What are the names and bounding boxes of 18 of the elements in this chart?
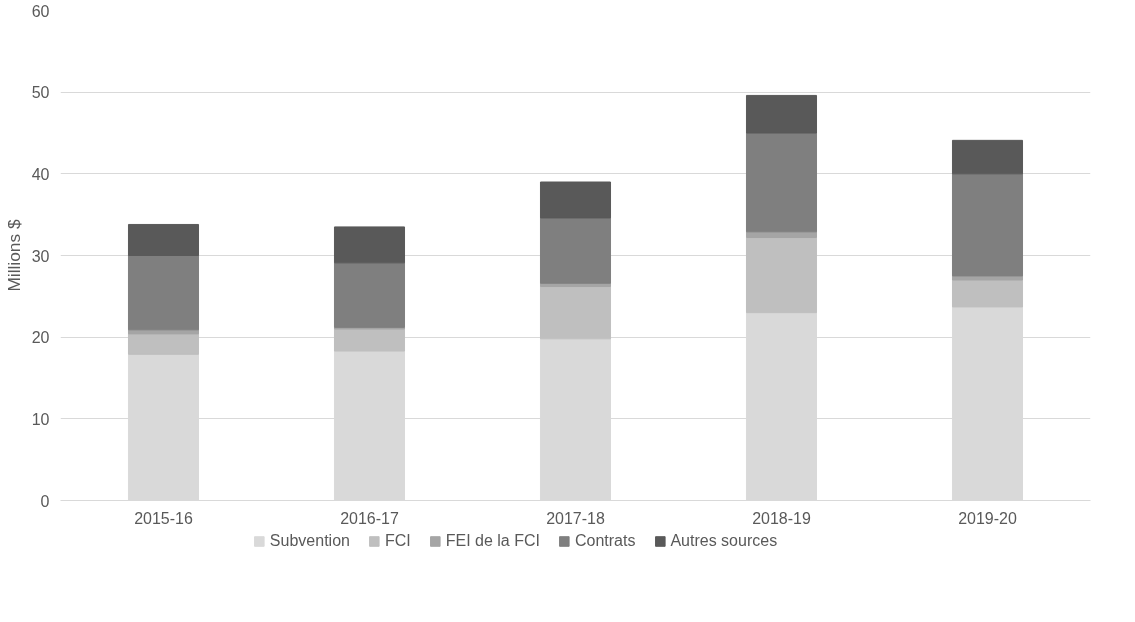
legend-label: FCI: [384, 532, 411, 550]
y-axis-title: Millions $: [3, 219, 24, 292]
y-tick-label: 50: [31, 84, 50, 102]
legend-label: FEI de la FCI: [445, 532, 540, 550]
x-tick-label: 2016-17: [340, 509, 399, 527]
y-tick-label: 20: [31, 329, 50, 347]
y-tick-label: 30: [31, 247, 50, 265]
x-tick-label: 2018-19: [752, 509, 811, 527]
y-tick-label: 60: [31, 2, 50, 20]
x-tick-label: 2017-18: [546, 509, 605, 527]
y-tick-label: 40: [31, 165, 50, 183]
legend-label: Contrats: [574, 532, 636, 550]
legend-label: Autres sources: [670, 532, 778, 550]
y-tick-label: 0: [40, 492, 50, 510]
x-tick-label: 2019-20: [958, 509, 1017, 527]
legend-label: Subvention: [269, 532, 350, 550]
y-tick-label: 10: [31, 410, 50, 428]
x-tick-label: 2015-16: [134, 509, 193, 527]
